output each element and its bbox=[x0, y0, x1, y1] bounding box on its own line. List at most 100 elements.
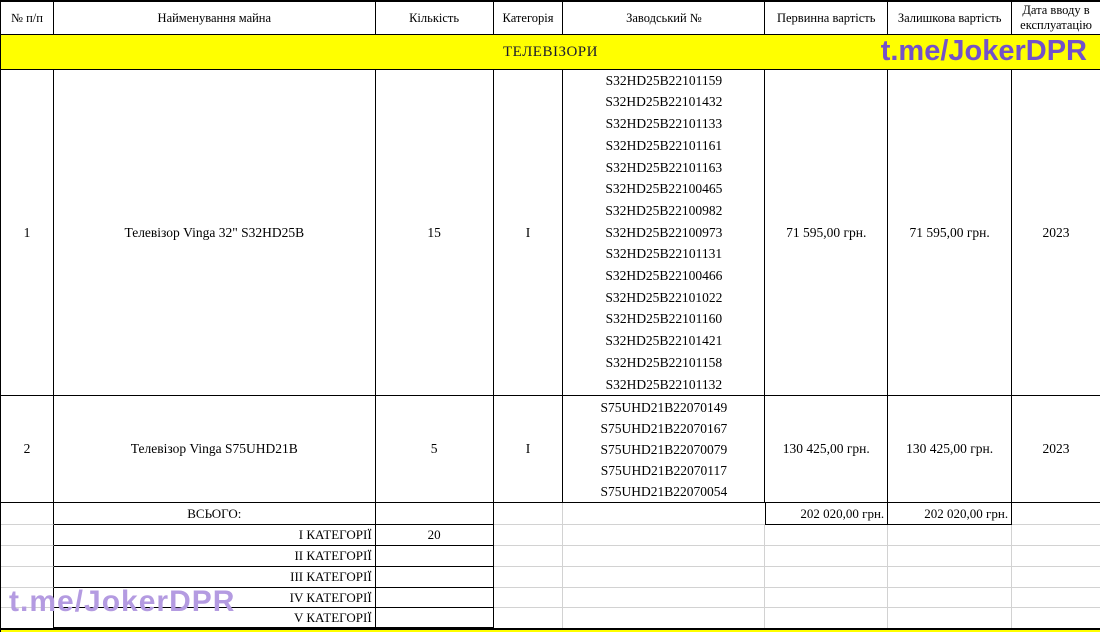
serial-number: S32HD25B22101163 bbox=[605, 159, 723, 175]
summary-spacer bbox=[765, 567, 889, 588]
summary-spacer bbox=[563, 525, 766, 546]
serial-number: S32HD25B22101022 bbox=[605, 289, 723, 305]
serial-number: S32HD25B22101133 bbox=[605, 116, 723, 132]
serial-number: S32HD25B22101132 bbox=[605, 376, 723, 392]
summary-num-spacer bbox=[1, 567, 54, 588]
row-number-cell: 2 bbox=[1, 396, 54, 503]
totals-date-spacer bbox=[1012, 503, 1100, 525]
totals-label-cell: ВСЬОГО: bbox=[53, 503, 376, 525]
category-summary-quantity-cell bbox=[375, 608, 494, 628]
category-summary-quantity-cell bbox=[375, 567, 494, 588]
category-summary-label-cell: V КАТЕГОРІЇ bbox=[53, 608, 376, 628]
serial-number: S75UHD21B22070149 bbox=[600, 399, 728, 415]
summary-num-spacer bbox=[1, 588, 54, 608]
serials-cell: S75UHD21B22070149 S75UHD21B22070167 S75U… bbox=[563, 396, 766, 503]
summary-spacer bbox=[1012, 546, 1100, 567]
summary-num-spacer bbox=[1, 608, 54, 628]
item-name-cell: Телевізор Vinga S75UHD21B bbox=[53, 396, 376, 503]
serial-number: S32HD25B22101159 bbox=[605, 72, 723, 88]
summary-spacer bbox=[888, 546, 1013, 567]
summary-spacer bbox=[493, 546, 564, 567]
serial-number: S75UHD21B22070079 bbox=[600, 441, 728, 457]
summary-spacer bbox=[765, 588, 889, 608]
serial-number: S75UHD21B22070054 bbox=[600, 483, 728, 499]
totals-quantity-cell bbox=[375, 503, 494, 525]
serial-number: S32HD25B22101432 bbox=[605, 94, 723, 110]
serial-number: S75UHD21B22070117 bbox=[600, 462, 728, 478]
serial-number: S32HD25B22101131 bbox=[605, 246, 723, 262]
serial-number: S32HD25B22100465 bbox=[605, 181, 723, 197]
summary-spacer bbox=[765, 608, 889, 628]
summary-spacer bbox=[1012, 588, 1100, 608]
category-summary-label-cell: ІІІ КАТЕГОРІЇ bbox=[53, 567, 376, 588]
summary-spacer bbox=[888, 567, 1013, 588]
summary-spacer bbox=[1012, 608, 1100, 628]
category-summary-row: ІІІ КАТЕГОРІЇ bbox=[1, 567, 1100, 588]
category-summary-quantity-cell bbox=[375, 588, 494, 608]
watermark-top: t.me/JokerDPR bbox=[880, 35, 1087, 67]
initial-cost-cell: 130 425,00 грн. bbox=[765, 396, 889, 503]
category-summary-row: IV КАТЕГОРІЇ bbox=[1, 588, 1100, 608]
summary-spacer bbox=[493, 588, 564, 608]
quantity-cell: 5 bbox=[375, 396, 494, 503]
header-cell-commission-date: Дата вводу в експлуатацію bbox=[1012, 2, 1100, 35]
serial-number: S32HD25B22101161 bbox=[605, 137, 723, 153]
totals-category-spacer bbox=[493, 503, 564, 525]
bottom-border-line bbox=[1, 628, 1100, 630]
category-summary-label-cell: IV КАТЕГОРІЇ bbox=[53, 588, 376, 608]
residual-cost-cell: 71 595,00 грн. bbox=[888, 70, 1013, 396]
summary-spacer bbox=[494, 608, 564, 628]
totals-serial-spacer bbox=[563, 503, 766, 525]
row-number-cell: 1 bbox=[1, 70, 54, 396]
header-cell-residual-cost: Залишкова вартість bbox=[888, 2, 1013, 35]
summary-spacer bbox=[765, 525, 889, 546]
quantity-cell: 15 bbox=[375, 70, 494, 396]
summary-spacer bbox=[765, 546, 889, 567]
summary-spacer bbox=[493, 525, 564, 546]
serial-number: S32HD25B22101158 bbox=[605, 354, 723, 370]
summary-spacer bbox=[563, 567, 766, 588]
category-cell: І bbox=[493, 70, 564, 396]
totals-initial-cost-cell: 202 020,00 грн. bbox=[765, 503, 889, 525]
serial-number: S32HD25B22101421 bbox=[605, 333, 723, 349]
summary-spacer bbox=[888, 525, 1013, 546]
summary-spacer bbox=[1012, 525, 1100, 546]
summary-spacer bbox=[888, 608, 1013, 628]
header-cell-quantity: Кількість bbox=[375, 2, 494, 35]
summary-spacer bbox=[563, 588, 766, 608]
serial-number: S32HD25B22100466 bbox=[605, 268, 723, 284]
section-title: ТЕЛЕВІЗОРИ bbox=[503, 43, 598, 60]
serial-number: S32HD25B22100982 bbox=[605, 202, 723, 218]
summary-num-spacer bbox=[1, 546, 54, 567]
serial-number: S75UHD21B22070167 bbox=[600, 420, 728, 436]
category-summary-quantity-cell bbox=[375, 546, 494, 567]
serial-number: S32HD25B22101160 bbox=[605, 311, 723, 327]
totals-residual-cost-cell: 202 020,00 грн. bbox=[888, 503, 1013, 525]
category-summary-row: І КАТЕГОРІЇ 20 bbox=[1, 525, 1100, 546]
summary-spacer bbox=[563, 546, 766, 567]
table-header-row: № п/п Найменування майна Кількість Катег… bbox=[1, 2, 1100, 35]
summary-num-spacer bbox=[1, 525, 54, 546]
category-summary-quantity-cell: 20 bbox=[375, 525, 494, 546]
totals-num-spacer bbox=[1, 503, 54, 525]
category-cell: І bbox=[493, 396, 564, 503]
totals-row: ВСЬОГО: 202 020,00 грн. 202 020,00 грн. bbox=[1, 503, 1100, 525]
header-cell-name: Найменування майна bbox=[53, 2, 376, 35]
header-cell-num: № п/п bbox=[1, 2, 54, 35]
summary-spacer bbox=[493, 567, 564, 588]
header-cell-serial: Заводський № bbox=[563, 2, 766, 35]
residual-cost-cell: 130 425,00 грн. bbox=[888, 396, 1013, 503]
serial-number: S32HD25B22100973 bbox=[605, 224, 723, 240]
category-summary-label-cell: І КАТЕГОРІЇ bbox=[53, 525, 376, 546]
bottom-yellow-strip bbox=[1, 630, 1100, 632]
serials-cell: S32HD25B22101159 S32HD25B22101432 S32HD2… bbox=[563, 70, 766, 396]
watermark-bottom: t.me/JokerDPR bbox=[9, 585, 236, 618]
table-row: 1 Телевізор Vinga 32" S32HD25B 15 І S32H… bbox=[1, 70, 1100, 396]
table-row: 2 Телевізор Vinga S75UHD21B 5 І S75UHD21… bbox=[1, 396, 1100, 503]
summary-spacer bbox=[563, 608, 766, 628]
category-summary-label-cell: ІІ КАТЕГОРІЇ bbox=[53, 546, 376, 567]
commission-year-cell: 2023 bbox=[1012, 396, 1100, 503]
header-cell-category: Категорія bbox=[493, 2, 564, 35]
commission-year-cell: 2023 bbox=[1012, 70, 1100, 396]
